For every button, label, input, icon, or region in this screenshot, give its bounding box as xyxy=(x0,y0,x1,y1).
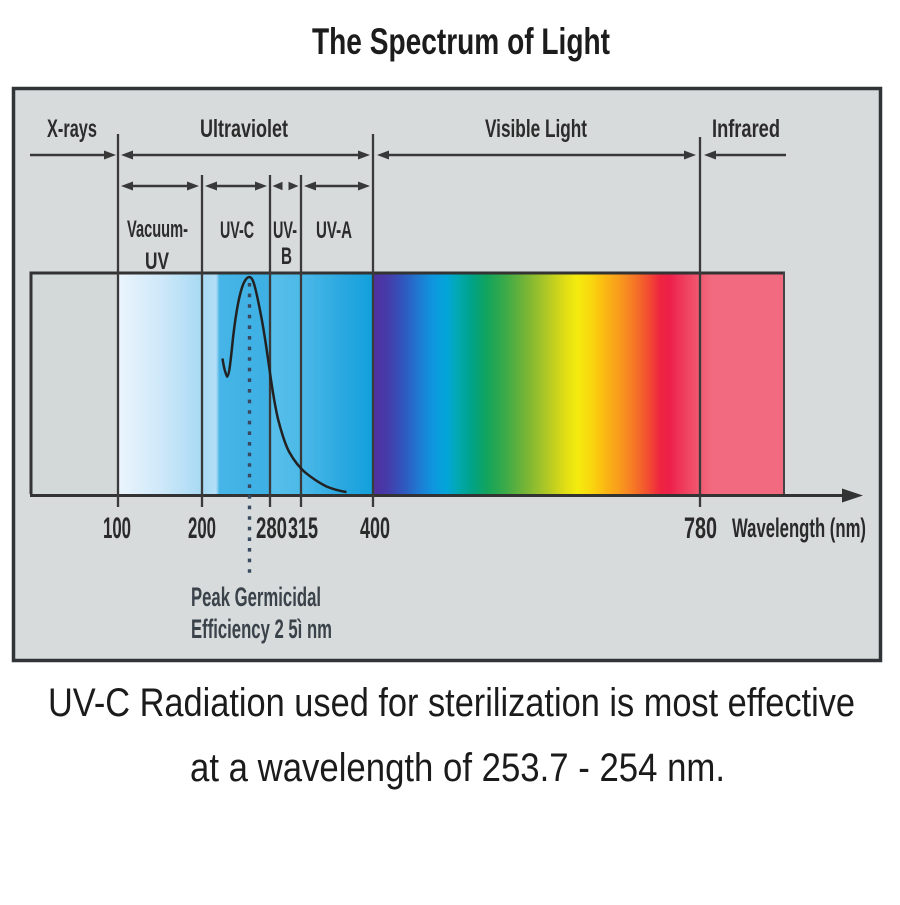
svg-text:Peak Germicidal: Peak Germicidal xyxy=(191,582,321,612)
svg-text:315: 315 xyxy=(288,512,318,545)
svg-text:UV-: UV- xyxy=(273,217,297,244)
svg-text:Visible Light: Visible Light xyxy=(485,115,587,143)
svg-text:B: B xyxy=(281,243,292,270)
svg-text:at a wavelength of 253.7 - 254: at a wavelength of 253.7 - 254 nm. xyxy=(190,746,725,790)
svg-text:UV-A: UV-A xyxy=(316,217,352,244)
svg-text:Ultraviolet: Ultraviolet xyxy=(200,115,288,143)
svg-text:400: 400 xyxy=(360,512,390,545)
svg-text:UV-C: UV-C xyxy=(220,217,254,244)
svg-text:Efficiency 2 5ì nm: Efficiency 2 5ì nm xyxy=(191,614,332,644)
svg-text:X-rays: X-rays xyxy=(47,115,97,143)
svg-text:Infrared: Infrared xyxy=(712,115,780,143)
svg-text:UV-C Radiation used for steril: UV-C Radiation used for sterilization is… xyxy=(48,681,855,725)
svg-text:The Spectrum of Light: The Spectrum of Light xyxy=(312,21,610,62)
svg-text:Vacuum-: Vacuum- xyxy=(127,216,188,243)
svg-text:Wavelength (nm): Wavelength (nm) xyxy=(732,513,866,543)
svg-text:UV: UV xyxy=(145,248,169,275)
svg-text:200: 200 xyxy=(188,512,216,545)
svg-text:780: 780 xyxy=(684,512,717,545)
svg-text:100: 100 xyxy=(103,512,131,545)
svg-text:280: 280 xyxy=(256,512,287,545)
